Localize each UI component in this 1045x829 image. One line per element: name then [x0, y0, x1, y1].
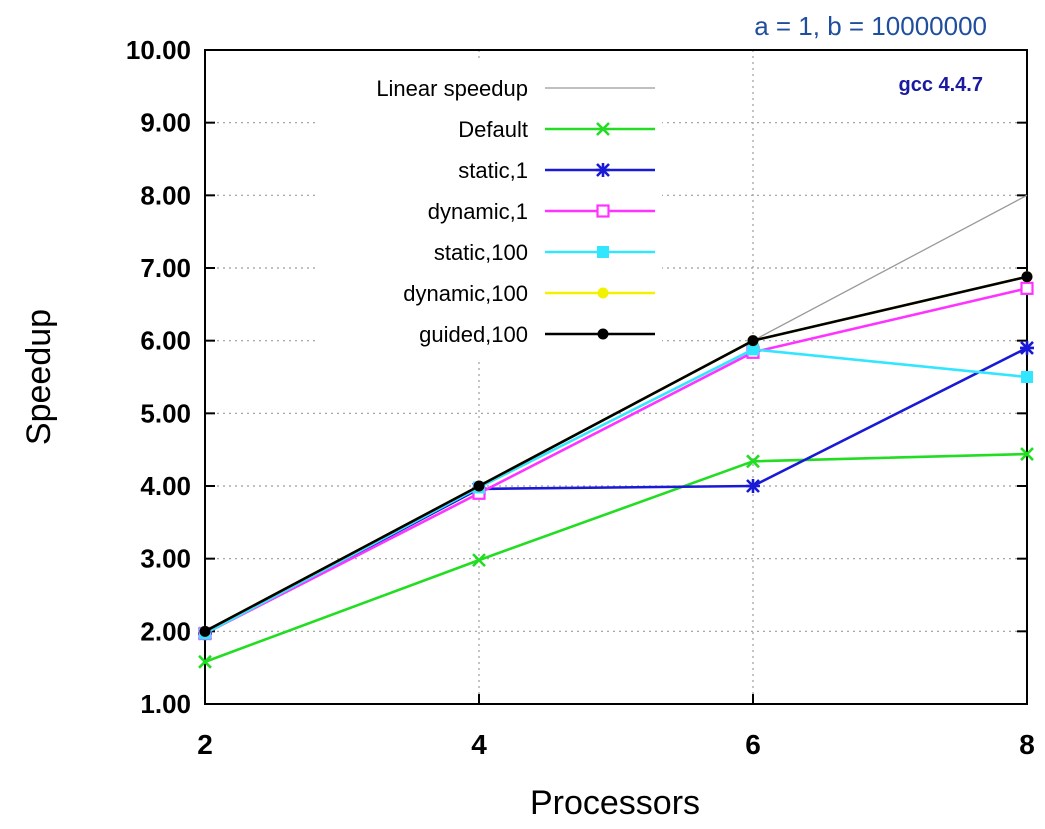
legend-item: dynamic,100 [403, 281, 655, 306]
y-tick-label: 6.00 [140, 326, 191, 356]
data-point [198, 654, 212, 669]
legend-marker [597, 287, 609, 299]
x-axis-label: Processors [530, 784, 700, 822]
legend-marker [597, 328, 609, 340]
y-tick-label: 1.00 [140, 689, 191, 719]
chart-subtitle: a = 1, b = 10000000 [754, 11, 987, 41]
y-tick-label: 4.00 [140, 471, 191, 501]
y-tick-label: 7.00 [140, 253, 191, 283]
legend-marker [597, 246, 609, 258]
x-tick-label: 6 [745, 729, 761, 760]
legend-item: static,100 [434, 240, 655, 265]
legend-marker [596, 122, 610, 136]
series [198, 194, 1034, 669]
legend-label: Default [458, 117, 528, 142]
legend-label: dynamic,100 [403, 281, 528, 306]
x-tick-label: 4 [471, 729, 487, 760]
legend: Linear speedup Default static,1 dynamic,1 st… [318, 60, 662, 360]
data-point [747, 335, 759, 347]
data-point [472, 553, 486, 568]
legend-label: static,100 [434, 240, 528, 265]
series-static-100 [199, 343, 1033, 640]
series-line [204, 452, 1028, 664]
y-tick-label: 10.00 [126, 35, 191, 65]
data-point [1020, 447, 1034, 461]
legend-label: guided,100 [419, 322, 528, 347]
series-line [204, 346, 1028, 635]
data-point [746, 454, 760, 469]
legend-label: Linear speedup [376, 76, 528, 101]
legend-marker [596, 163, 610, 177]
legend-label: static,1 [458, 158, 528, 183]
series-default [198, 447, 1034, 669]
x-tick-label: 2 [197, 729, 213, 760]
data-point [747, 343, 759, 356]
legend-label: dynamic,1 [428, 199, 528, 224]
data-point [1020, 281, 1034, 295]
y-axis-label: Speedup [20, 309, 58, 445]
data-point [746, 479, 760, 493]
data-point [1021, 271, 1033, 283]
y-tick-label: 9.00 [140, 108, 191, 138]
compiler-annotation: gcc 4.4.7 [898, 74, 983, 96]
series-guided-100 [199, 271, 1033, 637]
y-tick-label: 8.00 [140, 180, 191, 210]
data-point [473, 480, 485, 492]
y-tick-label: 5.00 [140, 398, 191, 428]
series-line [204, 348, 1028, 635]
y-tick-label: 2.00 [140, 616, 191, 646]
legend-item: Default [458, 117, 655, 142]
legend-item: Linear speedup [376, 76, 655, 101]
data-point [1021, 371, 1033, 383]
series-line [204, 287, 1028, 635]
axis-ticks: 1.00 2.00 3.00 4.00 5.00 6.00 7.00 8.00 9.00 10.0… [126, 35, 1035, 760]
data-point [1020, 340, 1034, 355]
y-tick-label: 3.00 [140, 544, 191, 574]
series-static-1 [198, 340, 1034, 641]
legend-marker [596, 204, 610, 218]
x-tick-label: 8 [1019, 729, 1035, 760]
data-point [199, 625, 211, 637]
legend-item: dynamic,1 [428, 199, 655, 224]
legend-item: static,1 [458, 158, 655, 183]
series-line [204, 275, 1028, 633]
legend-item: guided,100 [419, 322, 655, 347]
